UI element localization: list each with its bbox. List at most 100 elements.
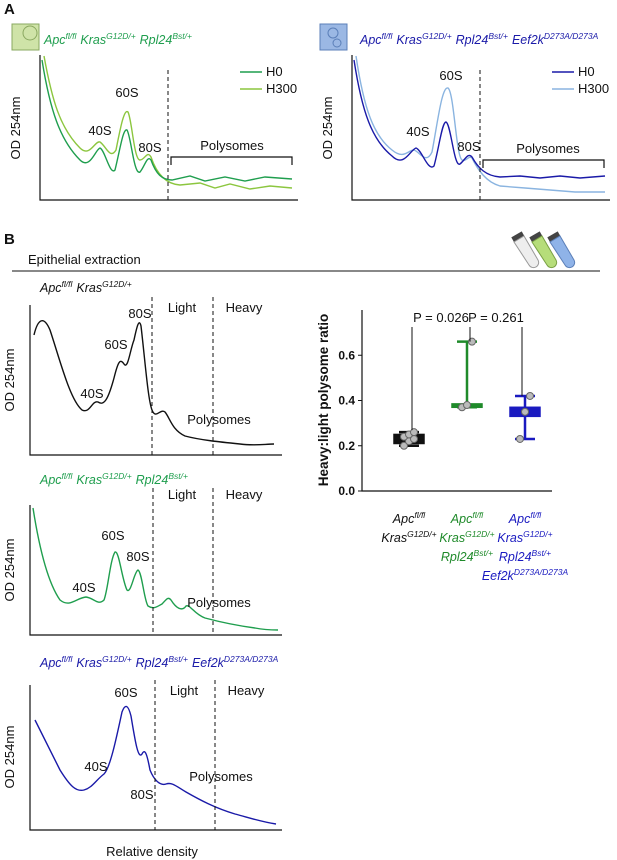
y-axis-label: OD 254nm	[8, 97, 23, 160]
gene: Kras	[76, 473, 102, 487]
legend-label: H0	[266, 64, 283, 79]
allele: G12D/+	[422, 31, 452, 41]
genotype: Apcfl/fl KrasG12D/+ Rpl24Bst/+ Eef2kD273A/D…	[359, 31, 599, 47]
gene: Eef2k	[512, 33, 545, 47]
y-axis-label: OD 254nm	[2, 539, 17, 602]
gene: Rpl24	[140, 33, 173, 47]
peak-label: 40S	[84, 759, 107, 774]
peak-label: 40S	[406, 124, 429, 139]
gene: Rpl24	[136, 656, 169, 670]
allele: Bst/+	[488, 31, 508, 41]
x-axis-label: Relative density	[106, 844, 198, 859]
category-label: Apcfl/fl	[450, 510, 485, 526]
panel-label: A	[4, 1, 15, 18]
y-tick-label: 0.6	[338, 348, 355, 362]
trace-h0	[41, 59, 293, 182]
gene: Kras	[80, 33, 106, 47]
peak-label: 60S	[115, 85, 138, 100]
gene: Kras	[396, 33, 422, 47]
axis	[351, 55, 610, 201]
trace	[34, 705, 277, 825]
category-label: Rpl24Bst/+	[499, 548, 551, 564]
legend-label: H300	[266, 81, 297, 96]
allele: G12D/+	[407, 529, 437, 539]
axis	[29, 505, 282, 636]
peak-label: 80S	[130, 787, 153, 802]
data-point	[400, 441, 408, 450]
region-label: Light	[168, 300, 197, 315]
gene: Apc	[39, 473, 62, 487]
gene: Apc	[43, 33, 66, 47]
allele: Bst/+	[172, 31, 192, 41]
gene: Eef2k	[482, 569, 515, 583]
data-point	[516, 434, 524, 443]
trace	[32, 507, 279, 631]
gene: Kras	[381, 531, 407, 545]
tubes-icon	[511, 231, 576, 269]
allele: G12D/+	[102, 279, 132, 289]
trace	[33, 320, 275, 446]
axis	[361, 310, 552, 492]
allele: D273A/D273A	[224, 654, 279, 664]
allele: G12D/+	[465, 529, 495, 539]
peak-label: 80S	[126, 549, 149, 564]
y-axis-label: OD 254nm	[2, 349, 17, 412]
gene: Eef2k	[192, 656, 225, 670]
bracket	[482, 159, 605, 168]
p-value: P = 0.261	[468, 310, 524, 325]
region-label: Heavy	[228, 683, 265, 698]
allele: fl/fl	[382, 31, 394, 41]
peak-label: 40S	[80, 386, 103, 401]
gene: Kras	[76, 281, 102, 295]
allele: Bst/+	[168, 471, 188, 481]
genotype: Apcfl/fl KrasG12D/+ Rpl24Bst/+	[43, 31, 192, 47]
region-label: Heavy	[226, 487, 263, 502]
bracket	[170, 156, 293, 165]
allele: fl/fl	[414, 510, 426, 520]
data-point	[521, 407, 529, 416]
gene: Kras	[439, 531, 465, 545]
peak-label: 60S	[114, 685, 137, 700]
allele: D273A/D273A	[514, 567, 569, 577]
allele: D273A/D273A	[544, 31, 599, 41]
axis	[29, 305, 282, 456]
peak-label: 80S	[138, 140, 161, 155]
peak-label: 40S	[88, 123, 111, 138]
genotype: Apcfl/fl KrasG12D/+ Rpl24Bst/+ Eef2kD273A/D…	[39, 654, 279, 670]
allele: G12D/+	[523, 529, 553, 539]
axis	[39, 55, 298, 201]
gene: Rpl24	[441, 550, 474, 564]
allele: fl/fl	[62, 654, 74, 664]
gene: Apc	[450, 512, 473, 526]
allele: G12D/+	[102, 471, 132, 481]
y-tick-label: 0.4	[338, 394, 355, 408]
region-label: Polysomes	[200, 138, 264, 153]
peak-label: 80S	[457, 139, 480, 154]
allele: fl/fl	[62, 471, 74, 481]
organoid-icon	[22, 25, 38, 41]
panel-label: B	[4, 231, 15, 248]
y-axis-label: OD 254nm	[2, 726, 17, 789]
data-point	[526, 391, 534, 400]
gene: Apc	[508, 512, 531, 526]
region-label: Polysomes	[189, 769, 253, 784]
y-tick-label: 0.2	[338, 439, 355, 453]
allele: fl/fl	[472, 510, 484, 520]
gene: Kras	[497, 531, 523, 545]
gene: Apc	[359, 33, 382, 47]
peak-label: 80S	[128, 306, 151, 321]
y-tick-label: 0.0	[338, 484, 355, 498]
trace-h300	[43, 55, 293, 190]
organoid-icon	[11, 23, 40, 51]
peak-label: 60S	[104, 337, 127, 352]
category-label: Eef2kD273A/D273A	[482, 567, 569, 583]
region-label: Light	[168, 487, 197, 502]
organoid-icon	[327, 27, 339, 39]
gene: Apc	[39, 281, 62, 295]
region-label: Light	[170, 683, 199, 698]
allele: Bst/+	[168, 654, 188, 664]
category-label: Apcfl/fl	[392, 510, 427, 526]
region-label: Polysomes	[187, 595, 251, 610]
genotype: Apcfl/fl KrasG12D/+	[39, 279, 132, 295]
